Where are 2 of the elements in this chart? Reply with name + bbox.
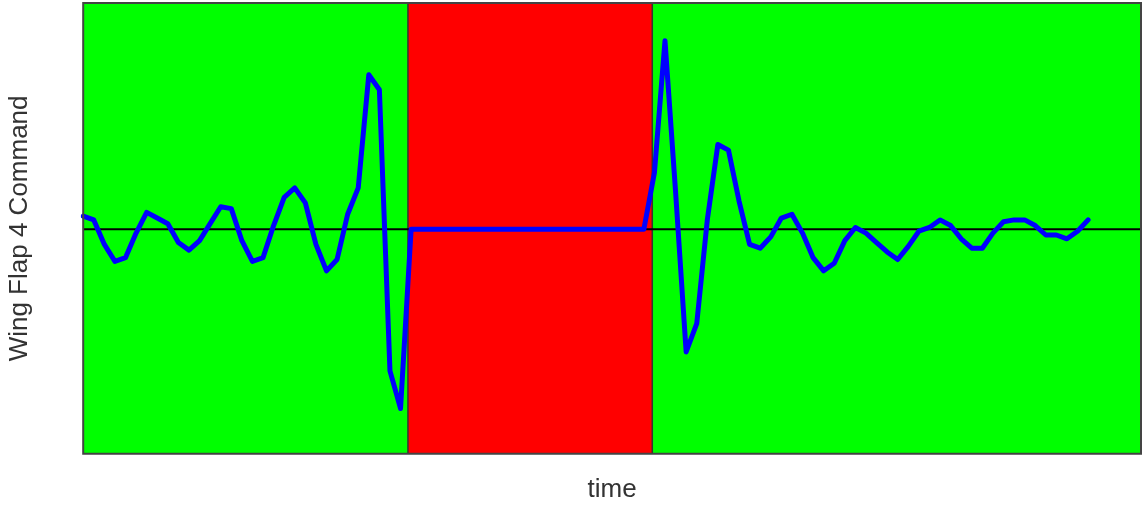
y-axis-title: Wing Flap 4 Command [2, 95, 33, 362]
x-axis-title: time [587, 472, 637, 503]
